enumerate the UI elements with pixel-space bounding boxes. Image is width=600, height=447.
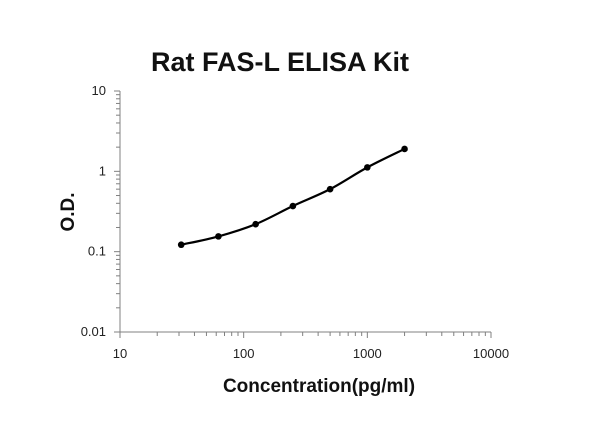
data-point — [289, 202, 297, 210]
chart-title: Rat FAS-L ELISA Kit — [151, 47, 409, 77]
x-tick-label: 1000 — [353, 346, 382, 361]
data-point — [364, 164, 371, 171]
x-tick-label: 10000 — [473, 346, 509, 361]
data-point — [215, 233, 222, 240]
data-point — [326, 185, 334, 193]
x-axis-label: Concentration(pg/ml) — [223, 376, 415, 397]
series-layer — [177, 145, 408, 249]
x-tick-label: 10 — [113, 346, 127, 361]
series-line — [180, 147, 406, 246]
x-axis: 10 100 1000 10000 — [113, 332, 509, 361]
y-tick-label: 0.01 — [81, 324, 106, 339]
data-point — [177, 241, 185, 249]
x-tick-label: 100 — [233, 346, 255, 361]
y-tick-label: 1 — [99, 163, 106, 178]
y-tick-label: 0.1 — [88, 244, 106, 259]
y-tick-label: 10 — [92, 83, 106, 98]
y-axis-label: O.D. — [58, 192, 79, 231]
plot-area — [119, 91, 491, 333]
y-axis: 0.01 0.1 1 10 — [81, 83, 120, 339]
data-point — [401, 145, 408, 153]
data-point — [252, 220, 259, 228]
